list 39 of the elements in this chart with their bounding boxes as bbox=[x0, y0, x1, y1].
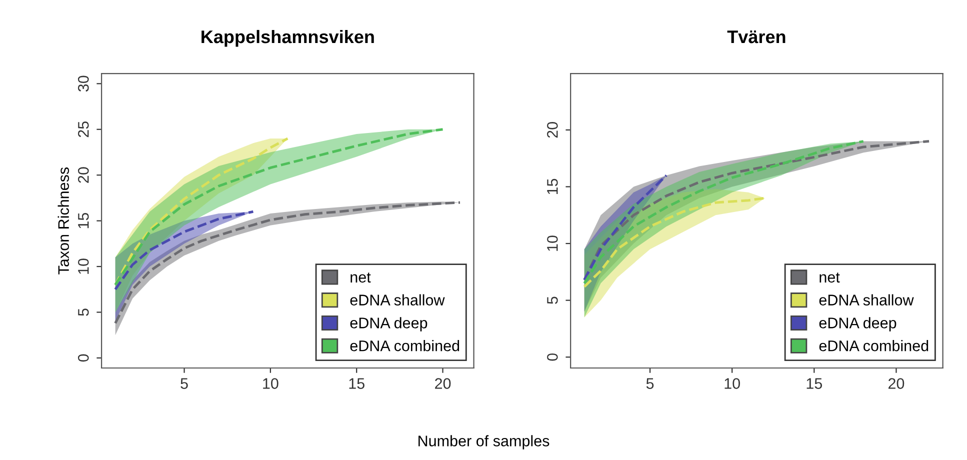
y-tick-label: 30 bbox=[78, 76, 89, 92]
y-tick-label: 15 bbox=[78, 212, 89, 228]
line-series bbox=[583, 196, 766, 288]
legend-label: eDNA combined bbox=[819, 340, 928, 352]
legend-label: eDNA shallow bbox=[819, 294, 914, 306]
x-tick-label: 10 bbox=[724, 378, 740, 389]
legend-label: eDNA deep bbox=[350, 317, 428, 332]
y-tick-label: 0 bbox=[78, 354, 89, 362]
legend-label: eDNA shallow bbox=[350, 294, 445, 306]
x-tick-label: 15 bbox=[806, 378, 822, 389]
line-series bbox=[583, 174, 668, 282]
chart-title: Tvären bbox=[727, 30, 786, 44]
y-tick-label: 10 bbox=[78, 258, 89, 274]
line-series bbox=[114, 210, 254, 291]
x-tick-label: 20 bbox=[435, 378, 451, 389]
line-series bbox=[114, 137, 289, 286]
x-axis-title: Number of samples bbox=[418, 435, 550, 450]
y-tick-label: 20 bbox=[78, 167, 89, 183]
x-tick-label: 5 bbox=[646, 378, 654, 389]
y-tick-label: 10 bbox=[547, 236, 558, 251]
legend-label: eDNA combined bbox=[350, 340, 460, 352]
legend-label: eDNA deep bbox=[819, 317, 896, 332]
legend-label: net bbox=[820, 272, 840, 283]
line-series bbox=[583, 140, 865, 285]
line-series bbox=[114, 128, 444, 286]
chart-title: Kappelshamnsviken bbox=[202, 30, 374, 47]
legend-label: net bbox=[350, 272, 371, 283]
x-tick-label: 5 bbox=[180, 378, 188, 389]
x-tick-label: 15 bbox=[349, 378, 364, 389]
y-tick-label: 25 bbox=[78, 122, 89, 138]
y-tick-label: 5 bbox=[78, 308, 89, 316]
y-tick-label: 15 bbox=[547, 178, 558, 194]
line-series bbox=[583, 140, 930, 282]
y-axis-title: Taxon Richness bbox=[58, 167, 69, 274]
y-tick-label: 0 bbox=[547, 353, 558, 361]
y-tick-label: 5 bbox=[547, 296, 558, 304]
x-tick-label: 20 bbox=[888, 378, 904, 389]
x-tick-label: 10 bbox=[263, 378, 278, 389]
y-tick-label: 20 bbox=[547, 122, 558, 138]
